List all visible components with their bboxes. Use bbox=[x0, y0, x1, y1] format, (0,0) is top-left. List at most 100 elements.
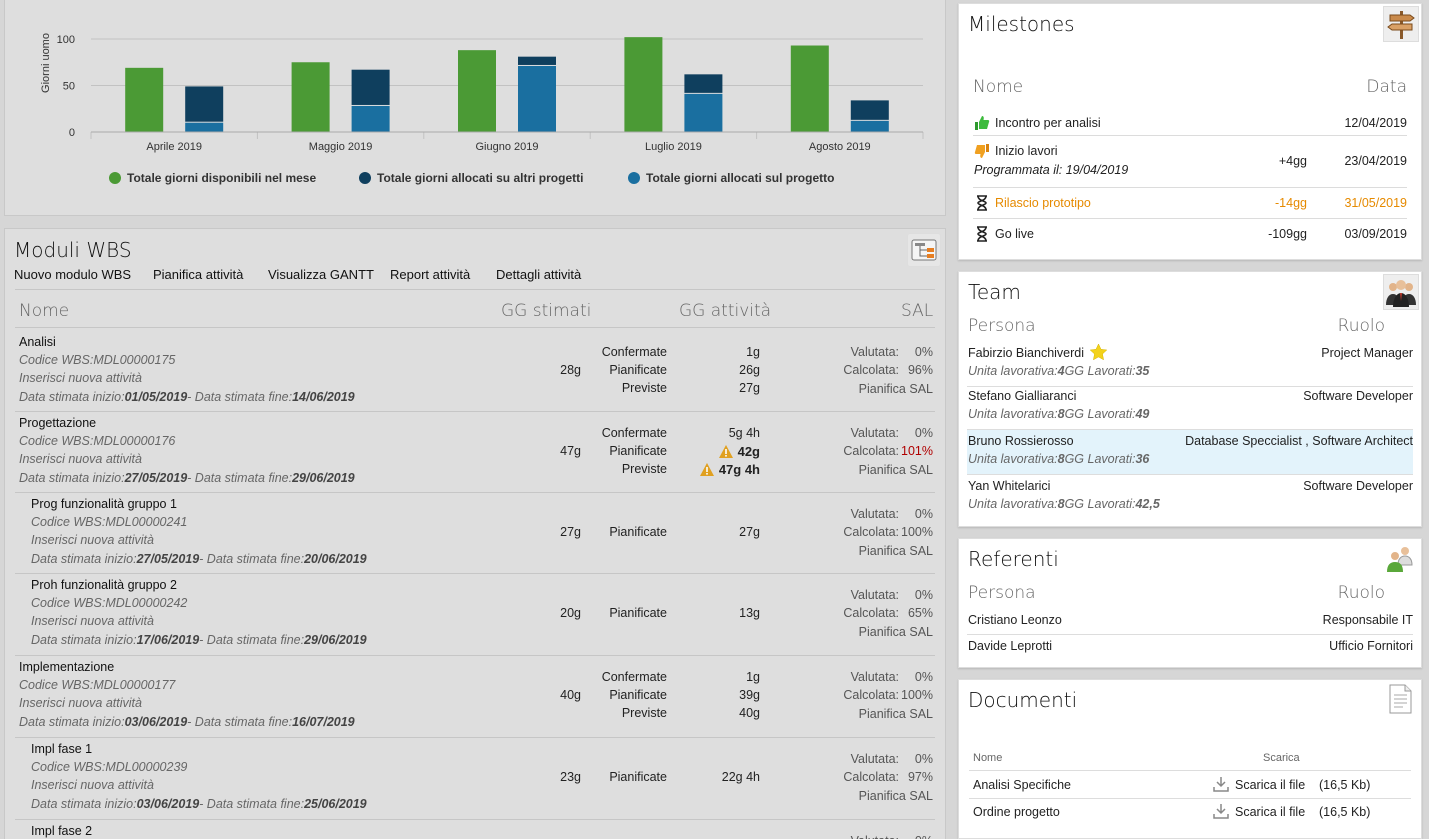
referente-name[interactable]: Davide Leprotti bbox=[968, 639, 1053, 653]
wbs-header-sal: SAL bbox=[901, 301, 934, 321]
pianifica-sal-link[interactable]: Pianifica SAL bbox=[858, 625, 933, 639]
menu-report-attivita[interactable]: Report attività bbox=[390, 267, 471, 282]
team-member-role: Software Developer bbox=[1303, 389, 1413, 403]
menu-dettagli-attivita[interactable]: Dettagli attività bbox=[496, 267, 582, 282]
team-title: Team bbox=[968, 280, 1021, 304]
gg-pianificate-value: 22g 4h bbox=[721, 770, 760, 784]
milestone-row[interactable]: Inizio lavori Programmata il: 19/04/2019 +… bbox=[973, 136, 1407, 188]
wbs-module-name[interactable]: Impl fase 1 bbox=[31, 742, 93, 756]
menu-pianifica-attivita[interactable]: Pianifica attività bbox=[153, 267, 244, 282]
bar-allocati-progetto[interactable] bbox=[850, 120, 889, 132]
wbs-row[interactable]: Analisi Codice WBS:MDL00000175 Inserisci n… bbox=[15, 331, 935, 412]
milestone-name[interactable]: Incontro per analisi bbox=[995, 116, 1101, 130]
bar-allocati-altri[interactable] bbox=[850, 100, 889, 120]
referente-role: Ufficio Fornitori bbox=[1329, 639, 1413, 653]
referente-name[interactable]: Cristiano Leonzo bbox=[968, 613, 1062, 627]
pianifica-sal-link[interactable]: Pianifica SAL bbox=[858, 382, 933, 396]
team-member-name[interactable]: Yan Whitelarici bbox=[968, 479, 1051, 493]
document-name[interactable]: Analisi Specifiche bbox=[973, 778, 1071, 792]
bar-disponibili[interactable] bbox=[624, 37, 663, 132]
pianifica-sal-link[interactable]: Pianifica SAL bbox=[858, 707, 933, 721]
legend-marker[interactable] bbox=[628, 172, 640, 184]
team-member-name[interactable]: Bruno Rossierosso bbox=[968, 434, 1074, 448]
wbs-dates: Data stimata inizio:01/05/2019- Data sti… bbox=[19, 390, 355, 404]
wbs-dates: Data stimata inizio:03/06/2019- Data sti… bbox=[19, 715, 355, 729]
add-activity-link[interactable]: Inserisci nuova attività bbox=[31, 614, 154, 628]
milestone-date: 23/04/2019 bbox=[1344, 154, 1407, 168]
team-member-row[interactable]: Yan Whitelarici Software Developer Unita l… bbox=[967, 475, 1413, 515]
wbs-module-name[interactable]: Analisi bbox=[19, 335, 56, 349]
download-icon[interactable] bbox=[1213, 803, 1229, 819]
legend-label[interactable]: Totale giorni allocati sul progetto bbox=[646, 171, 834, 185]
team-member-row[interactable]: Bruno Rossierosso Database Speccialist , … bbox=[967, 430, 1413, 475]
bar-allocati-altri[interactable] bbox=[185, 86, 224, 122]
wbs-row[interactable]: Implementazione Codice WBS:MDL00000177 Ins… bbox=[15, 656, 935, 738]
wbs-row[interactable]: Prog funzionalità gruppo 1 Codice WBS:MDL… bbox=[15, 493, 935, 574]
legend-marker[interactable] bbox=[359, 172, 371, 184]
wbs-module-name[interactable]: Prog funzionalità gruppo 1 bbox=[31, 497, 177, 511]
gg-pianificate-label: Pianificate bbox=[609, 770, 667, 784]
milestone-row[interactable]: Incontro per analisi 12/04/2019 bbox=[973, 108, 1407, 136]
milestone-row[interactable]: Rilascio prototipo -14gg 31/05/2019 bbox=[973, 188, 1407, 219]
wbs-module-name[interactable]: Proh funzionalità gruppo 2 bbox=[31, 578, 177, 592]
bar-disponibili[interactable] bbox=[291, 62, 330, 132]
bar-allocati-altri[interactable] bbox=[518, 56, 556, 65]
menu-visualizza-gantt[interactable]: Visualizza GANTT bbox=[268, 267, 374, 282]
milestone-row[interactable]: Go live -109gg 03/09/2019 bbox=[973, 219, 1407, 250]
team-member-name[interactable]: Fabirzio Bianchiverdi bbox=[968, 346, 1085, 360]
download-icon[interactable] bbox=[1213, 776, 1229, 792]
wbs-tree-icon[interactable] bbox=[907, 233, 941, 267]
team-member-row[interactable]: Stefano Gialliaranci Software Developer Un… bbox=[967, 385, 1413, 430]
wbs-header-gg-attivita: GG attività bbox=[679, 301, 772, 321]
wbs-row[interactable]: Progettazione Codice WBS:MDL00000176 Inser… bbox=[15, 412, 935, 493]
wbs-module-name[interactable]: Implementazione bbox=[19, 660, 115, 674]
wbs-row[interactable]: Impl fase 1 Codice WBS:MDL00000239 Inseris… bbox=[15, 738, 935, 820]
referente-row[interactable]: Cristiano Leonzo Responsabile IT bbox=[967, 609, 1413, 635]
add-activity-link[interactable]: Inserisci nuova attività bbox=[19, 452, 142, 466]
add-activity-link[interactable]: Inserisci nuova attività bbox=[31, 778, 154, 792]
team-icon bbox=[1383, 274, 1419, 310]
milestone-name[interactable]: Rilascio prototipo bbox=[995, 196, 1091, 210]
download-link[interactable]: Scarica il file bbox=[1235, 778, 1306, 792]
legend-marker[interactable] bbox=[109, 172, 121, 184]
pianifica-sal-link[interactable]: Pianifica SAL bbox=[858, 544, 933, 558]
gg-pianificate-value: 13g bbox=[739, 606, 760, 620]
add-activity-link[interactable]: Inserisci nuova attività bbox=[19, 371, 142, 385]
menu-nuovo-modulo[interactable]: Nuovo modulo WBS bbox=[14, 267, 132, 282]
sal-calcolata: Calcolata: 65% bbox=[843, 606, 933, 620]
wbs-dates: Data stimata inizio:27/05/2019- Data sti… bbox=[31, 552, 367, 566]
legend-label[interactable]: Totale giorni allocati su altri progetti bbox=[377, 171, 583, 185]
milestone-name[interactable]: Go live bbox=[995, 227, 1034, 241]
bar-disponibili[interactable] bbox=[790, 45, 829, 133]
bar-allocati-progetto[interactable] bbox=[518, 65, 556, 132]
bar-disponibili[interactable] bbox=[458, 50, 496, 132]
milestone-delta: -109gg bbox=[1268, 227, 1307, 241]
team-member-name[interactable]: Stefano Gialliaranci bbox=[968, 389, 1077, 403]
add-activity-link[interactable]: Inserisci nuova attività bbox=[31, 533, 154, 547]
wbs-module-name[interactable]: Progettazione bbox=[19, 416, 97, 430]
bar-allocati-altri[interactable] bbox=[684, 74, 723, 93]
bar-disponibili[interactable] bbox=[125, 67, 164, 132]
download-link[interactable]: Scarica il file bbox=[1235, 805, 1306, 819]
bar-allocati-progetto[interactable] bbox=[185, 122, 224, 132]
warning-icon bbox=[718, 445, 733, 458]
pianifica-sal-link[interactable]: Pianifica SAL bbox=[858, 463, 933, 477]
wbs-row[interactable]: Proh funzionalità gruppo 2 Codice WBS:MDL… bbox=[15, 574, 935, 656]
legend-label[interactable]: Totale giorni disponibili nel mese bbox=[127, 171, 316, 185]
team-member-row[interactable]: Fabirzio Bianchiverdi Project Manager Unit… bbox=[967, 342, 1413, 387]
wbs-row[interactable]: Impl fase 2 Valutata:0% bbox=[15, 820, 935, 839]
document-name[interactable]: Ordine progetto bbox=[973, 805, 1060, 819]
y-tick-label: 100 bbox=[57, 34, 75, 46]
wbs-dates: Data stimata inizio:17/06/2019- Data sti… bbox=[31, 633, 367, 647]
chart-panel: 0 50 100 Giorni uomo Aprile 2019 Maggio 2019 G… bbox=[4, 0, 946, 216]
x-tick-label: Aprile 2019 bbox=[146, 141, 202, 153]
referente-row[interactable]: Davide Leprotti Ufficio Fornitori bbox=[967, 635, 1413, 661]
bar-allocati-progetto[interactable] bbox=[684, 93, 723, 132]
bar-allocati-progetto[interactable] bbox=[351, 105, 390, 132]
bar-allocati-altri[interactable] bbox=[351, 69, 390, 105]
pianifica-sal-link[interactable]: Pianifica SAL bbox=[858, 789, 933, 803]
milestone-name[interactable]: Inizio lavori bbox=[995, 144, 1058, 158]
add-activity-link[interactable]: Inserisci nuova attività bbox=[19, 696, 142, 710]
wbs-module-name[interactable]: Impl fase 2 bbox=[31, 824, 93, 838]
gg-pianificate-label: Pianificate bbox=[609, 525, 667, 539]
